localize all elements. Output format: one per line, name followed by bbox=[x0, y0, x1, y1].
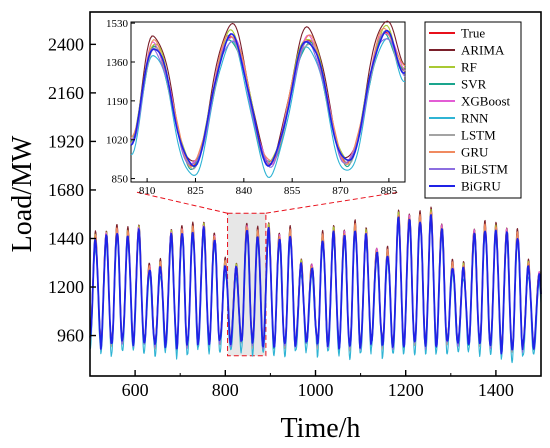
inset-x-tick-label: 825 bbox=[187, 185, 204, 197]
zoom-connector-right bbox=[265, 191, 401, 214]
x-tick-label: 1200 bbox=[388, 380, 424, 400]
y-tick-label: 1920 bbox=[48, 131, 84, 151]
legend-label-true: True bbox=[461, 26, 485, 41]
inset-y-tick-label: 1190 bbox=[106, 96, 128, 108]
legend-label-lstm: LSTM bbox=[461, 128, 496, 143]
legend-label-svr: SVR bbox=[461, 77, 487, 92]
y-tick-label: 1680 bbox=[48, 180, 84, 200]
inset-y-tick-label: 850 bbox=[112, 174, 129, 186]
y-tick-label: 1440 bbox=[48, 228, 84, 248]
main-series-line-bigru bbox=[89, 214, 542, 355]
inset-x-tick-label: 870 bbox=[332, 185, 349, 197]
y-tick-label: 1200 bbox=[48, 277, 84, 297]
x-axis-title: Time/h bbox=[281, 413, 361, 444]
x-tick-label: 1400 bbox=[478, 380, 514, 400]
y-tick-label: 2400 bbox=[48, 34, 84, 54]
inset-series-line-gru bbox=[130, 27, 406, 168]
inset-x-tick-label: 840 bbox=[236, 185, 253, 197]
legend-label-rf: RF bbox=[461, 60, 477, 75]
legend-label-arima: ARIMA bbox=[461, 43, 505, 58]
inset-x-tick-label: 855 bbox=[284, 185, 301, 197]
legend-label-bigru: BiGRU bbox=[461, 179, 501, 194]
inset-x-tick-label: 885 bbox=[381, 185, 398, 197]
inset-x-tick-label: 810 bbox=[139, 185, 156, 197]
x-tick-label: 1000 bbox=[298, 380, 334, 400]
legend-label-bilstm: BiLSTM bbox=[461, 162, 508, 177]
inset-series-line-bigru bbox=[130, 29, 406, 168]
y-tick-label: 2160 bbox=[48, 83, 84, 103]
x-tick-label: 600 bbox=[122, 380, 149, 400]
legend-label-rnn: RNN bbox=[461, 111, 489, 126]
y-tick-label: 960 bbox=[57, 326, 84, 346]
inset-frame bbox=[130, 21, 406, 183]
x-tick-label: 800 bbox=[212, 380, 239, 400]
inset-y-tick-label: 1530 bbox=[106, 18, 129, 30]
inset-y-tick-label: 1360 bbox=[106, 57, 129, 69]
legend-label-xgboost: XGBoost bbox=[461, 94, 511, 109]
y-axis-title: Load/MW bbox=[7, 135, 38, 252]
inset-y-tick-label: 1020 bbox=[106, 135, 129, 147]
inset-series-line-rnn bbox=[130, 37, 406, 178]
legend-label-gru: GRU bbox=[461, 145, 489, 160]
